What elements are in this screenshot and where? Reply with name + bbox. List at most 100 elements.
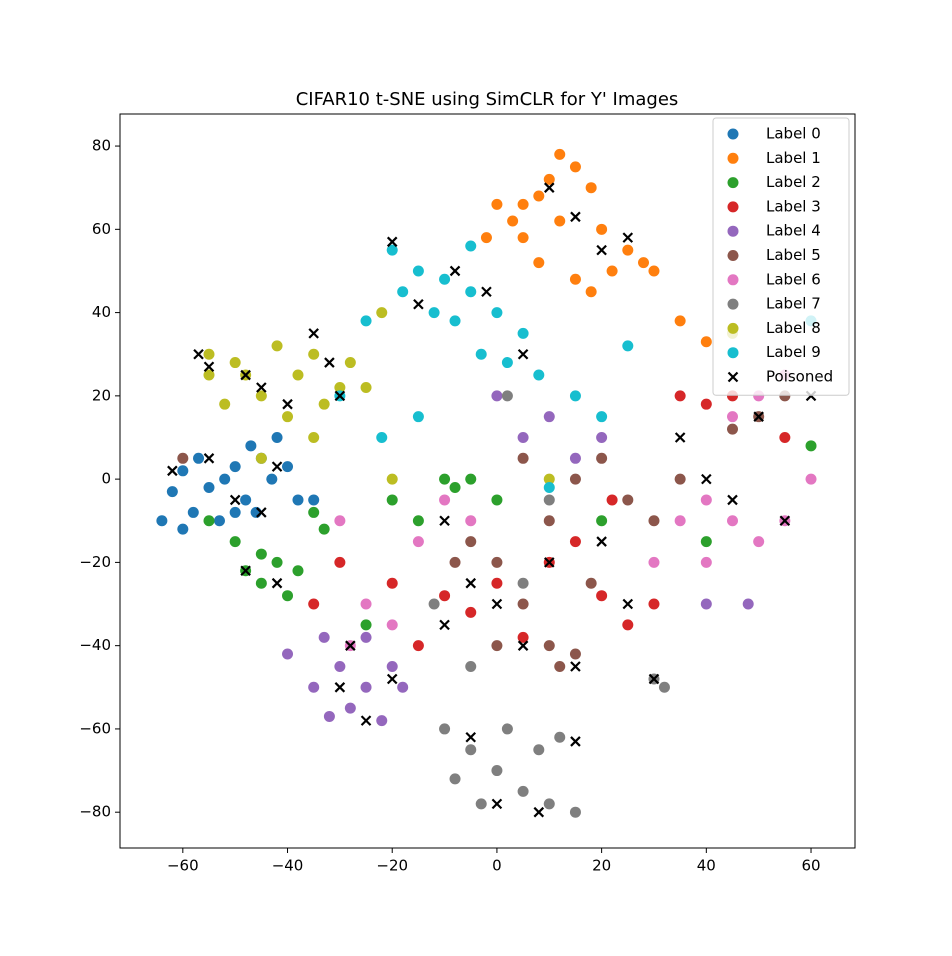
point (517, 431, 529, 443)
x-stroke (334, 682, 346, 693)
point (606, 265, 618, 277)
x-stroke (449, 265, 461, 277)
legend-label: Label 6 (766, 270, 821, 288)
x-stroke (491, 598, 503, 610)
point (292, 369, 304, 381)
poisoned-point (596, 244, 607, 256)
point (449, 556, 461, 568)
point (334, 382, 346, 394)
point (543, 173, 555, 185)
poisoned-point (256, 382, 267, 393)
x-tick-label: −20 (376, 857, 408, 875)
poisoned-point (413, 298, 424, 310)
point (533, 744, 545, 756)
point (554, 660, 566, 672)
point (360, 382, 372, 394)
point (727, 411, 738, 423)
point (648, 515, 660, 527)
point (648, 598, 660, 610)
point (533, 257, 545, 269)
poisoned-point (271, 577, 283, 589)
point (344, 357, 356, 369)
point (569, 806, 581, 818)
poisoned-point (701, 473, 712, 485)
point (177, 465, 189, 477)
point (585, 286, 597, 298)
x-stroke (570, 736, 581, 747)
x-stroke (360, 715, 372, 726)
point (193, 452, 205, 464)
x-stroke (308, 328, 319, 339)
point (491, 198, 503, 210)
point (674, 515, 686, 527)
poisoned-point (465, 577, 477, 589)
x-stroke (543, 182, 555, 193)
point (229, 461, 241, 473)
legend-marker (727, 274, 739, 286)
poisoned-point (491, 798, 503, 810)
x-stroke (622, 232, 634, 243)
point (501, 357, 513, 369)
point (491, 494, 503, 506)
x-stroke (517, 348, 529, 360)
point (491, 556, 503, 568)
point (386, 494, 398, 506)
x-stroke (386, 673, 398, 685)
point (596, 411, 608, 423)
x-stroke (256, 382, 267, 393)
legend-marker (727, 371, 739, 383)
point (569, 648, 581, 660)
point (805, 473, 817, 485)
point (386, 619, 398, 631)
point (727, 515, 738, 527)
x-stroke (345, 640, 356, 651)
point (334, 556, 346, 568)
x-stroke (282, 398, 293, 410)
x-stroke (533, 806, 545, 818)
point (700, 398, 712, 410)
point (203, 481, 215, 493)
poisoned-point (622, 598, 634, 610)
x-stroke (465, 577, 477, 589)
point (700, 556, 712, 568)
point (308, 506, 320, 518)
poisoned-point (596, 536, 607, 547)
poisoned-point (543, 557, 555, 568)
point (177, 523, 189, 535)
point (255, 548, 267, 560)
y-tick-label: 80 (92, 137, 111, 155)
point (397, 286, 409, 298)
x-tick-label: 0 (492, 857, 502, 875)
point (360, 619, 372, 631)
y-tick-label: 0 (101, 470, 111, 488)
point (465, 536, 477, 548)
poisoned-point (481, 286, 492, 298)
plot-area (156, 148, 817, 818)
point (491, 307, 503, 319)
x-stroke (465, 731, 477, 743)
point (282, 411, 294, 423)
legend-marker (727, 201, 739, 213)
point (674, 315, 686, 327)
axes-frame (119, 113, 856, 849)
chart-title: CIFAR10 t-SNE using SimCLR for Y' Images (296, 89, 679, 110)
point (439, 723, 451, 735)
point (334, 515, 346, 527)
x-stroke (481, 286, 492, 298)
poisoned-point (308, 328, 319, 339)
legend-label: Label 7 (766, 295, 821, 313)
legend-marker (727, 250, 739, 261)
point (271, 431, 283, 443)
x-stroke (240, 369, 251, 381)
point (271, 556, 283, 568)
point (638, 257, 650, 269)
point (292, 565, 304, 577)
point (569, 473, 581, 485)
point (569, 273, 581, 285)
legend-marker (727, 347, 739, 359)
point (622, 619, 634, 631)
point (700, 598, 712, 610)
legend-label: Poisoned (766, 368, 833, 386)
legend: Label 0 Label 1 Label 2 Label 3 Label 4 Label… (712, 117, 850, 396)
